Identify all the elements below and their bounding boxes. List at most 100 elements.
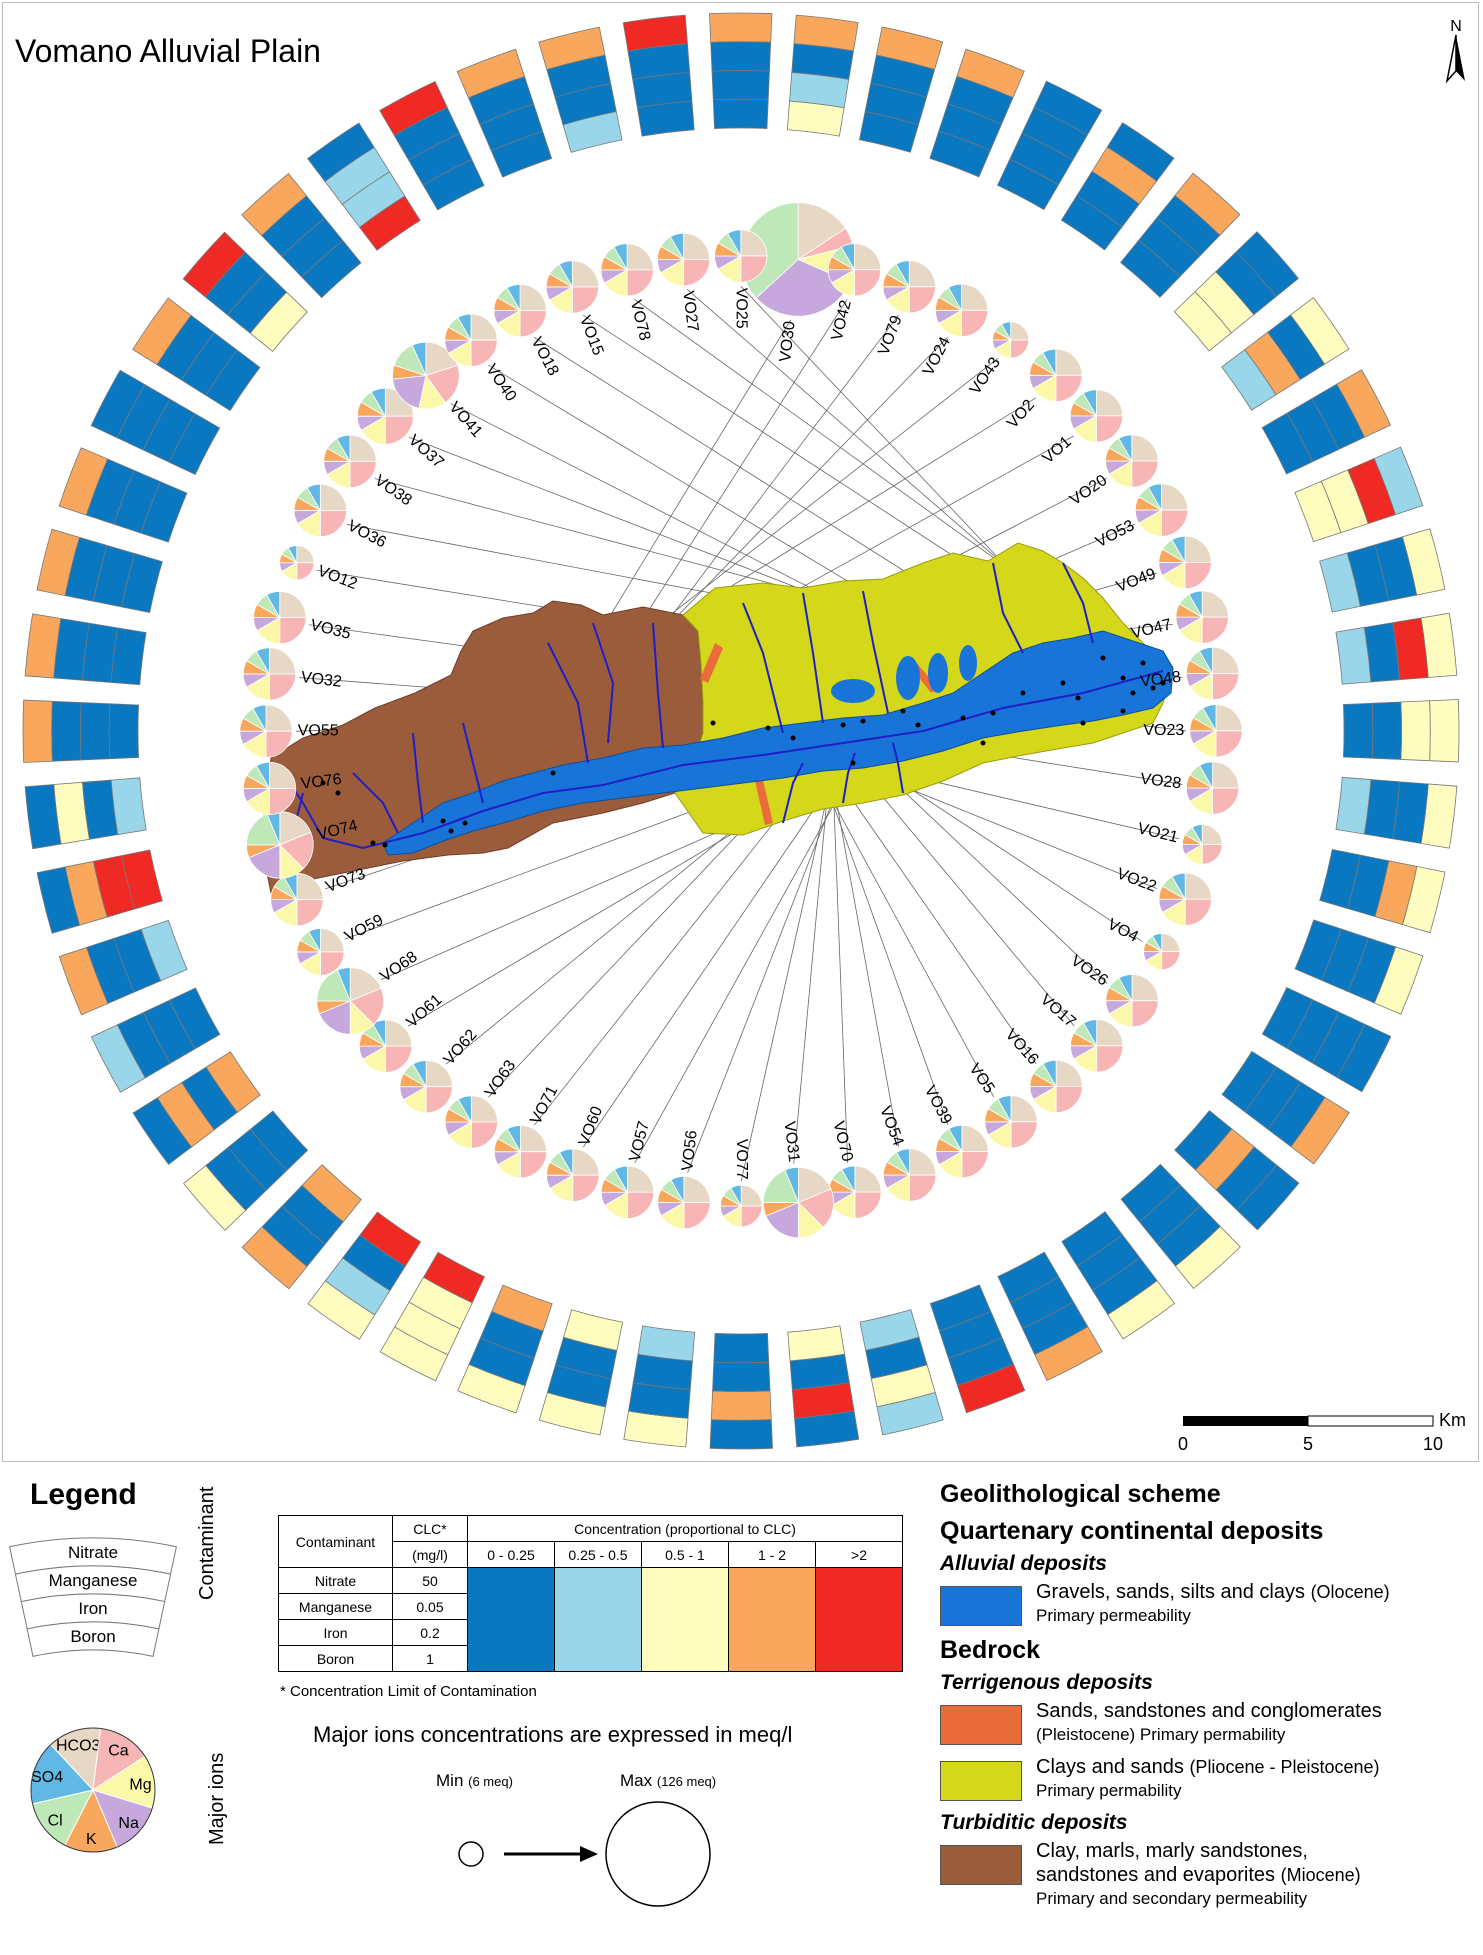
bar-cell: [929, 1284, 992, 1332]
station-bar-VO30: [786, 14, 859, 137]
map-panel: VO30 VO42 VO79 VO24 VO43 VO2 VO1 VO20 VO53 VO49 VO…: [2, 2, 1479, 1462]
station-pie-VO49: [1158, 535, 1212, 589]
station-label: VO57: [627, 1119, 653, 1163]
bar-cell: [1319, 552, 1361, 613]
station-bar-VO77: [709, 1333, 773, 1450]
bar-cell: [996, 158, 1059, 211]
pie-slice: [1131, 460, 1159, 488]
station-pie-VO76: [242, 761, 297, 816]
pie-slice: [1171, 872, 1186, 901]
pie-slice: [740, 255, 768, 283]
bar-cell: [491, 1284, 553, 1332]
north-arrow-icon: N: [1445, 18, 1465, 84]
pie-slice: [1191, 824, 1203, 846]
pie-slice: [1096, 415, 1124, 443]
pie-slice: [279, 617, 307, 645]
legend-bar-label: Iron: [78, 1599, 107, 1618]
station-pie-VO79: [882, 260, 936, 314]
bar-cell: [997, 1251, 1060, 1304]
turbiditic-heading: Turbiditic deposits: [940, 1811, 1128, 1834]
pie-slice: [1171, 535, 1186, 564]
station-label: VO39: [921, 1083, 955, 1127]
station-label: VO32: [300, 669, 343, 691]
station-bar-VO23: [1343, 699, 1460, 763]
bar-cell: [168, 987, 221, 1050]
pie-slice: [349, 460, 377, 488]
station-label: VO35: [309, 617, 353, 643]
terrigenous-sands-strip: [700, 643, 723, 683]
station-pie-VO54: [883, 1148, 937, 1202]
bar-cell: [110, 627, 147, 686]
bar-cell: [636, 100, 695, 137]
pie-slice: [1118, 974, 1133, 1003]
pie-slice: [425, 341, 459, 377]
station-pie-VO53: [1134, 483, 1189, 537]
station-bar-VO79: [929, 48, 1025, 178]
station-pie-VO31: [762, 1166, 835, 1239]
class-swatch-1: [554, 1567, 642, 1672]
station-label: VO40: [482, 361, 519, 404]
row-name: Nitrate: [278, 1567, 393, 1594]
station-pie-VO1: [1069, 389, 1124, 443]
pie-slice: [1082, 389, 1097, 418]
pie-slice: [1010, 339, 1030, 359]
bar-cell: [712, 1361, 771, 1392]
station-bar-VO16: [1120, 1163, 1241, 1290]
pie-slice: [947, 283, 962, 312]
contaminant-bars-ring: [22, 12, 1460, 1450]
station-bar-VO71: [379, 1251, 486, 1382]
station-bar-VO38: [132, 297, 261, 412]
max-value: (126 meq): [656, 1774, 717, 1789]
station-pie-VO60: [546, 1148, 600, 1202]
pie-slice: [1201, 844, 1223, 865]
pie-slice: [1201, 616, 1229, 644]
pie-slice: [740, 1205, 763, 1228]
turb-perm: Primary and secondary permeability: [1036, 1889, 1308, 1908]
pie-slice: [627, 1165, 655, 1193]
pie-slice: [1055, 1086, 1083, 1114]
station-bar-VO12: [58, 447, 188, 543]
station-bar-VO28: [1335, 776, 1458, 849]
pie-slice: [784, 1166, 799, 1203]
bar-cell: [1400, 700, 1431, 762]
bar-cell: [51, 700, 82, 762]
station-label: VO36: [345, 517, 389, 551]
pie-slice: [319, 510, 347, 538]
station-bar-VO76: [24, 777, 147, 850]
station-label: VO30: [777, 320, 799, 363]
bar-cell: [108, 703, 139, 760]
station-pie-VO77: [719, 1184, 763, 1228]
pie-slice: [558, 260, 573, 289]
station-bar-VO40: [307, 122, 421, 251]
pie-slice: [385, 1019, 413, 1047]
station-pie-VO43: [992, 321, 1030, 359]
station-bar-VO32: [24, 613, 147, 686]
pie-slice: [470, 1095, 498, 1123]
th-class-1: 0.25 - 0.5: [554, 1541, 642, 1568]
bar-cell: [110, 777, 147, 836]
pie-slice: [1161, 951, 1181, 971]
bar-cell: [1319, 848, 1361, 909]
station-label: VO56: [679, 1129, 701, 1172]
geo-title: Geolithological scheme: [940, 1480, 1221, 1508]
pie-slice: [255, 761, 270, 790]
bar-cell: [709, 12, 773, 43]
pie-slice: [854, 1165, 882, 1193]
station-label: VO48: [1139, 669, 1182, 691]
pie-slice: [519, 310, 547, 338]
station-label: VO62: [441, 1026, 481, 1068]
pie-slice: [336, 967, 351, 1002]
pie-slice: [269, 647, 297, 675]
max-text: Max: [620, 1771, 653, 1790]
pie-slice: [470, 313, 498, 341]
station-bar-VO54: [929, 1284, 1026, 1414]
pie-slice: [854, 243, 882, 271]
station-label: VO12: [315, 563, 359, 593]
bar-cell: [562, 111, 623, 153]
station-bar-VO1: [1173, 231, 1300, 352]
bar-cell: [22, 699, 53, 763]
pie-slice: [683, 1175, 711, 1203]
clays-swatch: [940, 1761, 1022, 1801]
pie-slice: [1215, 704, 1243, 732]
